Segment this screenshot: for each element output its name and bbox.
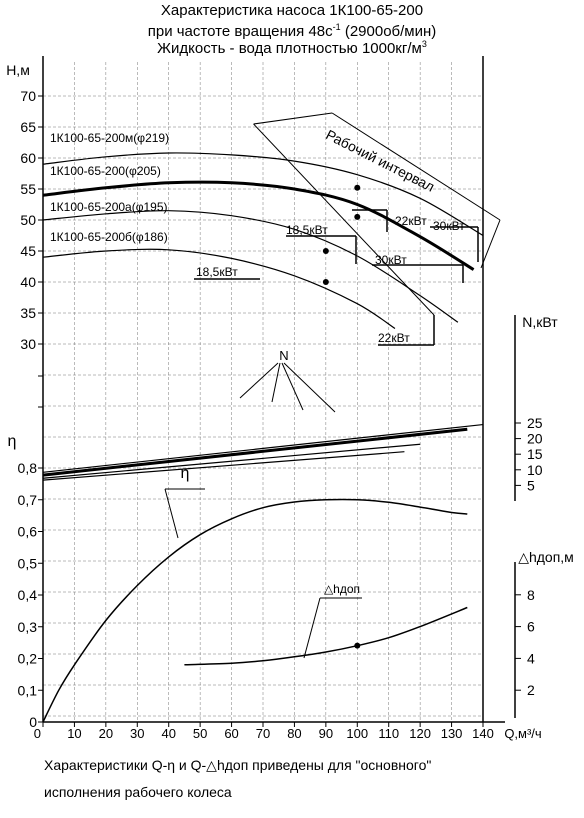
working-range-arrow: [253, 112, 333, 125]
motor-label: 30кВт: [375, 253, 407, 267]
efficiency-curve: [42, 498, 468, 723]
npsh-tick-label: 4: [527, 650, 535, 666]
x-tick-label: 130: [441, 726, 463, 741]
motor-label: 22кВт: [395, 214, 427, 228]
h-tick-label: 40: [20, 274, 36, 290]
power-label-arrow: [239, 362, 279, 399]
origin-label: 0: [34, 726, 41, 741]
x-tick-label: 10: [67, 726, 81, 741]
power-line: [42, 443, 421, 479]
power-line: [42, 451, 405, 481]
h-tick-label: 55: [20, 181, 36, 197]
power-label-arrow: [281, 362, 304, 411]
eta-axis-title: η: [8, 433, 17, 450]
eta-tick-label: 0,4: [18, 587, 38, 603]
eta-tick-label: 0,2: [18, 651, 38, 667]
eta-tick-label: 0: [29, 714, 37, 730]
eta-tick-label: 0,5: [18, 555, 38, 571]
head-curve-label: 1К100-65-200м(φ219): [50, 131, 169, 145]
h-tick-label: 35: [20, 305, 36, 321]
h-tick-label: 65: [20, 119, 36, 135]
working-range-left: [253, 123, 435, 316]
head-curve-label: 1К100-65-200а(φ195): [50, 200, 168, 214]
head-curve: [42, 152, 484, 237]
chart-title-line3: Жидкость - вода плотностью 1000кг/м3: [157, 39, 427, 57]
head-point: [354, 184, 361, 191]
eta-tick-label: 0,3: [18, 619, 38, 635]
h-axis-title: Н,м: [6, 62, 30, 78]
motor-label: 18,5кВт: [196, 265, 238, 279]
head-curve: [42, 180, 475, 271]
n-axis-title: N,кВт: [522, 314, 558, 330]
working-range-label: Рабочий интервал: [323, 126, 437, 195]
x-tick-label: 90: [319, 726, 333, 741]
npsh-curve: [184, 606, 468, 666]
x-tick-label: 80: [287, 726, 301, 741]
footnote-line1: Характеристики Q-η и Q-△hдоп приведены д…: [44, 757, 432, 773]
x-tick-label: 120: [409, 726, 431, 741]
n-tick-label: 15: [527, 446, 543, 462]
h-tick-label: 50: [20, 212, 36, 228]
power-label-arrow: [271, 362, 281, 403]
h-tick-label: 30: [20, 336, 36, 352]
npsh-point: [354, 642, 361, 649]
x-tick-label: 140: [472, 726, 494, 741]
npsh-tick-label: 8: [527, 587, 535, 603]
x-tick-label: 60: [224, 726, 238, 741]
x-tick-label: 50: [193, 726, 207, 741]
x-tick-label: 40: [161, 726, 175, 741]
power-line: [42, 423, 484, 473]
chart-title-line1: Характеристика насоса 1К100-65-200: [160, 2, 424, 19]
n-tick-label: 10: [527, 462, 543, 478]
power-label-arrow: [283, 362, 336, 413]
eta-tick-label: 0,7: [18, 492, 38, 508]
n-tick-label: 5: [527, 477, 535, 493]
head-point: [322, 279, 329, 285]
npsh-axis-title: △hдоп,м: [518, 549, 574, 565]
head-curve: [42, 210, 459, 323]
head-curve: [42, 248, 396, 330]
h-tick-label: 45: [20, 243, 36, 259]
x-tick-label: 70: [256, 726, 270, 741]
working-range-line: [331, 112, 501, 221]
efficiency-series-label: η: [181, 465, 190, 482]
npsh-series-label: △hдоп: [324, 582, 360, 596]
head-point: [354, 213, 361, 220]
x-tick-label: 20: [99, 726, 113, 741]
x-tick-label: 30: [130, 726, 144, 741]
motor-label: 18,5кВт: [286, 223, 328, 237]
npsh-tick-label: 6: [527, 619, 535, 635]
npsh-label-arrow: [303, 597, 321, 659]
eta-tick-label: 0,1: [18, 682, 38, 698]
chart-title-line2: при частоте вращения 48с-1 (2900об/мин): [147, 22, 437, 40]
n-tick-label: 25: [527, 415, 543, 431]
head-curve-label: 1К100-65-200б(φ186): [50, 230, 168, 244]
motor-label: 30кВт: [433, 219, 465, 233]
h-tick-label: 60: [20, 150, 36, 166]
efficiency-label-arrow: [164, 488, 179, 539]
head-point: [322, 248, 329, 254]
n-tick-label: 20: [527, 431, 543, 447]
motor-label: 22кВт: [378, 331, 410, 345]
power-line: [42, 427, 468, 477]
x-axis-title: Q,м³/ч: [504, 726, 541, 741]
x-tick-label: 100: [346, 726, 368, 741]
eta-tick-label: 0,8: [18, 460, 38, 476]
eta-tick-label: 0,6: [18, 524, 38, 540]
footnote-line2: исполнения рабочего колеса: [44, 784, 232, 800]
working-range-right: [480, 219, 501, 269]
power-series-label: N: [279, 348, 288, 363]
head-curve-label: 1К100-65-200(φ205): [50, 164, 161, 178]
npsh-tick-label: 2: [527, 682, 535, 698]
x-tick-label: 110: [378, 726, 399, 741]
h-tick-label: 70: [20, 88, 36, 104]
